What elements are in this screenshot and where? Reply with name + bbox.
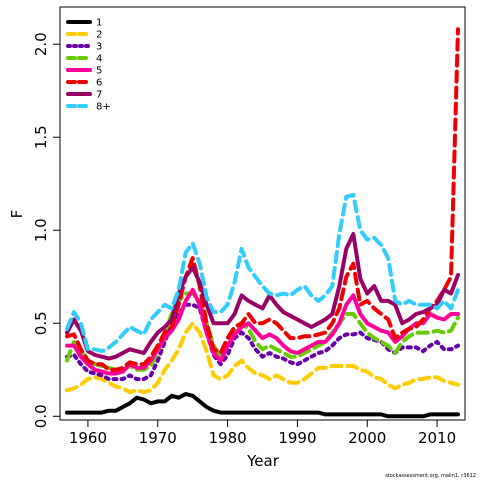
legend-label-2: 2 — [96, 30, 102, 41]
legend-label-1: 1 — [96, 18, 102, 29]
y-tick-label: 0.5 — [32, 311, 50, 335]
y-axis: 0.0 0.5 1.0 1.5 2.0 — [32, 32, 61, 428]
y-tick-label: 0.0 — [32, 404, 50, 428]
y-tick-label: 1.5 — [32, 125, 50, 149]
series-line-7 — [65, 232, 460, 361]
legend-label-4: 4 — [96, 54, 102, 65]
x-tick-label: 1990 — [278, 429, 316, 447]
y-tick-label: 1.0 — [32, 218, 50, 242]
y-tick-label: 2.0 — [32, 32, 50, 56]
legend-label-6: 6 — [96, 78, 102, 89]
series-lines — [65, 27, 460, 419]
y-axis-title: F — [8, 210, 26, 219]
x-tick-label: 2010 — [418, 429, 456, 447]
legend-label-5: 5 — [96, 66, 102, 77]
legend-label-7: 7 — [96, 90, 102, 101]
x-axis: 1960 1970 1980 1990 2000 2010 — [69, 419, 456, 447]
series-line-8plus — [65, 192, 460, 354]
legend-label-8plus: 8+ — [96, 102, 111, 113]
footnote: stockassessment.org, malin1, r3612 — [385, 473, 476, 479]
series-line-2 — [65, 321, 460, 395]
x-tick-label: 1980 — [208, 429, 246, 447]
legend-label-3: 3 — [96, 42, 102, 53]
x-tick-label: 1960 — [69, 429, 107, 447]
x-tick-label: 2000 — [348, 429, 386, 447]
series-line-3 — [65, 302, 460, 382]
series-line-1 — [65, 392, 460, 419]
series-line-6 — [65, 27, 460, 372]
x-axis-title: Year — [246, 452, 280, 470]
series-line-5 — [65, 287, 460, 376]
x-tick-label: 1970 — [139, 429, 177, 447]
